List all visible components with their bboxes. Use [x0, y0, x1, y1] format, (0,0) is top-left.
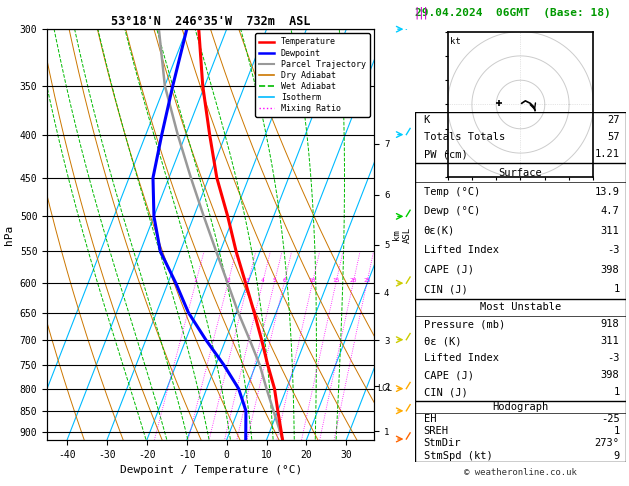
Text: 29.04.2024  06GMT  (Base: 18): 29.04.2024 06GMT (Base: 18): [415, 8, 611, 18]
Text: 1: 1: [613, 284, 620, 294]
Text: K: K: [423, 115, 430, 125]
Text: Surface: Surface: [499, 168, 542, 177]
Text: Hodograph: Hodograph: [493, 402, 548, 412]
Text: 25: 25: [363, 278, 370, 283]
Text: EH: EH: [423, 414, 436, 424]
X-axis label: Dewpoint / Temperature (°C): Dewpoint / Temperature (°C): [120, 465, 302, 475]
Text: 1: 1: [194, 278, 198, 283]
Text: 57: 57: [607, 132, 620, 142]
Text: 15: 15: [332, 278, 340, 283]
Text: 311: 311: [601, 226, 620, 236]
Text: -25: -25: [601, 414, 620, 424]
Text: Dewp (°C): Dewp (°C): [423, 207, 480, 216]
Text: Lifted Index: Lifted Index: [423, 245, 499, 255]
Text: θε (K): θε (K): [423, 336, 461, 347]
Text: © weatheronline.co.uk: © weatheronline.co.uk: [464, 468, 577, 477]
Text: CAPE (J): CAPE (J): [423, 265, 474, 275]
Text: 20: 20: [349, 278, 357, 283]
Text: Most Unstable: Most Unstable: [480, 302, 561, 312]
Text: |||: |||: [415, 7, 432, 20]
Title: 53°18'N  246°35'W  732m  ASL: 53°18'N 246°35'W 732m ASL: [111, 15, 311, 28]
Text: SREH: SREH: [423, 426, 448, 436]
Text: 13.9: 13.9: [594, 187, 620, 197]
Text: Pressure (mb): Pressure (mb): [423, 319, 505, 330]
Text: θε(K): θε(K): [423, 226, 455, 236]
Legend: Temperature, Dewpoint, Parcel Trajectory, Dry Adiabat, Wet Adiabat, Isotherm, Mi: Temperature, Dewpoint, Parcel Trajectory…: [255, 34, 370, 117]
Text: 4.7: 4.7: [601, 207, 620, 216]
Text: PW (cm): PW (cm): [423, 149, 467, 159]
Y-axis label: hPa: hPa: [4, 225, 14, 244]
Text: 1: 1: [613, 387, 620, 398]
Text: CIN (J): CIN (J): [423, 284, 467, 294]
Text: 2: 2: [226, 278, 230, 283]
Text: LCL: LCL: [377, 384, 392, 393]
Text: 1.21: 1.21: [594, 149, 620, 159]
Text: 4: 4: [260, 278, 264, 283]
Text: -3: -3: [607, 353, 620, 364]
Y-axis label: km
ASL: km ASL: [392, 226, 411, 243]
Text: 9: 9: [613, 451, 620, 461]
Text: 3: 3: [246, 278, 250, 283]
Text: Temp (°C): Temp (°C): [423, 187, 480, 197]
Text: 6: 6: [282, 278, 286, 283]
Text: 311: 311: [601, 336, 620, 347]
Text: 10: 10: [309, 278, 316, 283]
Text: 5: 5: [272, 278, 276, 283]
Text: -3: -3: [607, 245, 620, 255]
Text: Lifted Index: Lifted Index: [423, 353, 499, 364]
Text: 398: 398: [601, 265, 620, 275]
Text: 1: 1: [613, 426, 620, 436]
Text: 27: 27: [607, 115, 620, 125]
Text: kt: kt: [450, 37, 461, 46]
Text: Totals Totals: Totals Totals: [423, 132, 505, 142]
Text: 398: 398: [601, 370, 620, 381]
Text: 273°: 273°: [594, 438, 620, 449]
Text: 918: 918: [601, 319, 620, 330]
Text: StmDir: StmDir: [423, 438, 461, 449]
Text: StmSpd (kt): StmSpd (kt): [423, 451, 493, 461]
Text: CAPE (J): CAPE (J): [423, 370, 474, 381]
Text: CIN (J): CIN (J): [423, 387, 467, 398]
